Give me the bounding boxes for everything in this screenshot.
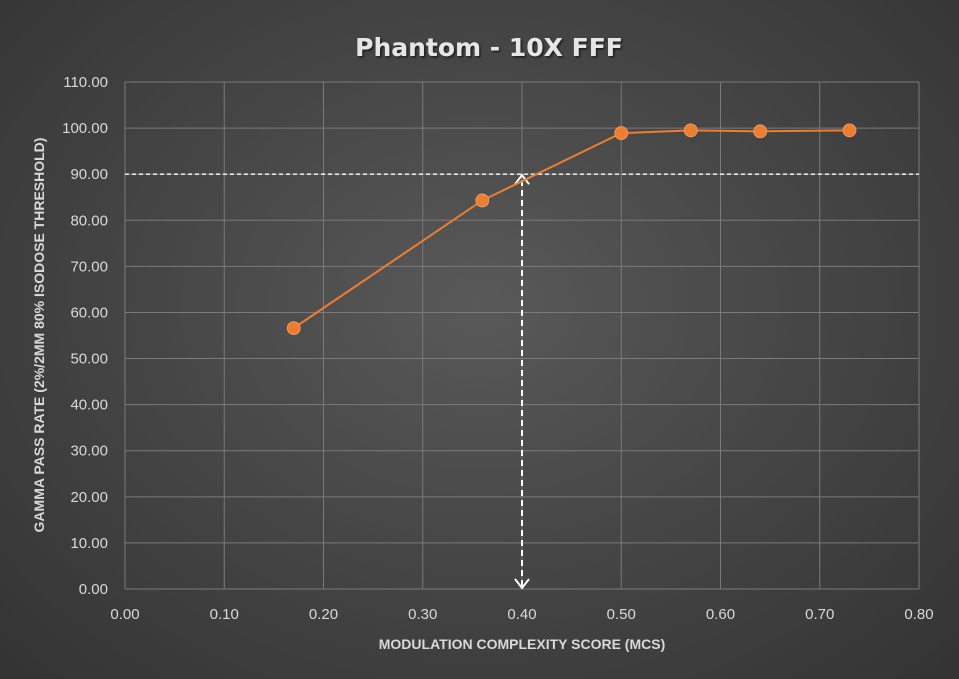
arrowhead-down-icon: [514, 578, 530, 590]
y-tick-label: 70.00: [70, 258, 108, 275]
series-line: [293, 129, 850, 329]
x-tick-label: 0.10: [210, 606, 239, 623]
x-tick-label: 0.30: [408, 606, 437, 623]
y-tick-label: 60.00: [70, 304, 108, 321]
x-axis-label: MODULATION COMPLEXITY SCORE (MCS): [379, 636, 665, 652]
x-tick-label: 0.70: [805, 606, 834, 623]
y-tick-label: 40.00: [70, 397, 108, 414]
annotations: [125, 173, 919, 590]
x-tick-label: 0.80: [904, 606, 933, 623]
y-tick-label: 110.00: [63, 74, 108, 91]
data-point: [683, 123, 698, 138]
data-point: [842, 123, 857, 138]
y-tick-label: 20.00: [70, 489, 108, 506]
x-tick-label: 0.20: [309, 606, 338, 623]
x-tick-label: 0.00: [110, 606, 139, 623]
y-tick-label: 90.00: [70, 166, 108, 183]
y-tick-label: 80.00: [70, 212, 108, 229]
x-tick-label: 0.50: [607, 606, 636, 623]
x-tick-label: 0.40: [507, 606, 536, 623]
x-axis-ticks: 0.00 0.10 0.20 0.30 0.40 0.50 0.60 0.70 0.80: [110, 606, 933, 623]
data-point: [614, 126, 629, 141]
y-axis-ticks: 0.00 10.00 20.00 30.00 40.00 50.00 60.00 70.00 8…: [62, 74, 108, 598]
y-tick-label: 30.00: [70, 443, 108, 460]
data-point: [475, 193, 490, 208]
x-tick-label: 0.60: [706, 606, 735, 623]
series: [286, 123, 857, 336]
y-tick-label: 100.00: [62, 120, 108, 137]
arrowhead-up-icon: [514, 173, 530, 185]
y-tick-label: 50.00: [70, 351, 108, 368]
y-tick-label: 0.00: [79, 581, 108, 598]
y-axis-label: GAMMA PASS RATE (2%/2MM 80% ISODOSE THRE…: [31, 138, 47, 533]
data-point: [753, 124, 768, 139]
y-tick-label: 10.00: [70, 535, 108, 552]
chart-title: Phantom - 10X FFF: [355, 33, 623, 62]
data-point: [286, 321, 301, 336]
